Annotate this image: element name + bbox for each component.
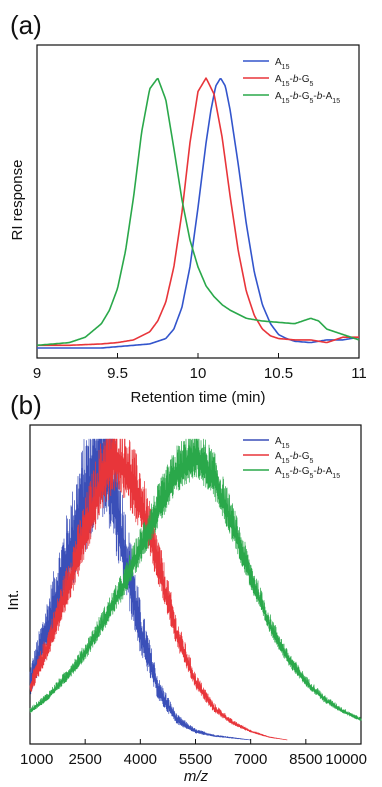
panel-b-series-group	[29, 438, 362, 741]
legend-label-0: A15	[275, 57, 290, 71]
panel-b-x-axis-label: m/z	[184, 768, 209, 785]
panel-a-series-line-2	[36, 77, 360, 347]
panel-a-legend: A15 A15-b-G5 A15-b-G5-b-A15	[243, 57, 340, 105]
panel-b-tick-label-1: 2500	[68, 751, 101, 768]
panel-b-tick-label-3: 5500	[179, 751, 212, 768]
panel-a-y-axis-label: RI response	[9, 160, 26, 241]
legend-label-1: A15-b-G5	[275, 74, 313, 88]
panel-a-tick-label-0: 9	[33, 365, 41, 382]
panel-a-series-line-1	[37, 77, 359, 347]
panel-a-label: (a)	[10, 10, 42, 40]
panel-b-tick-label-5: 8500	[289, 751, 322, 768]
panel-a-tick-label-2: 10	[190, 365, 207, 382]
legend-label-0: A15	[275, 436, 290, 450]
legend-label-2: A15-b-G5-b-A15	[275, 466, 340, 480]
legend-label-1: A15-b-G5	[275, 451, 313, 465]
panel-b-tick-label-6: 10000	[325, 751, 367, 768]
panel-a-series-group	[36, 77, 360, 349]
panel-a-tick-label-1: 9.5	[107, 365, 128, 382]
panel-b-tick-label-4: 7000	[234, 751, 267, 768]
panel-a-chart: (a) 9 9.5 10 10.5 11 Retention time (min) RI…	[9, 10, 367, 406]
panel-a-tick-label-4: 11	[351, 365, 367, 382]
panel-a-x-axis-label: Retention time (min)	[130, 389, 265, 406]
panel-b-y-axis-label: Int.	[5, 590, 22, 611]
panel-b-label: (b)	[10, 390, 42, 420]
panel-b-tick-label-0: 1000	[20, 751, 53, 768]
panel-a-x-ticks: 9 9.5 10 10.5 11	[33, 353, 367, 382]
panel-b-series-line-1	[29, 438, 288, 741]
panel-b-chart: (b) 1000 2500 4000 5500 7000 8500 10000 m/z In…	[5, 390, 367, 785]
panel-a-series-line-0	[37, 78, 360, 349]
panel-b-tick-label-2: 4000	[124, 751, 157, 768]
panel-b-series-line-2	[29, 438, 362, 721]
panel-b-x-ticks: 1000 2500 4000 5500 7000 8500 10000	[20, 739, 367, 768]
panel-a-tick-label-3: 10.5	[264, 365, 293, 382]
legend-label-2: A15-b-G5-b-A15	[275, 91, 340, 105]
